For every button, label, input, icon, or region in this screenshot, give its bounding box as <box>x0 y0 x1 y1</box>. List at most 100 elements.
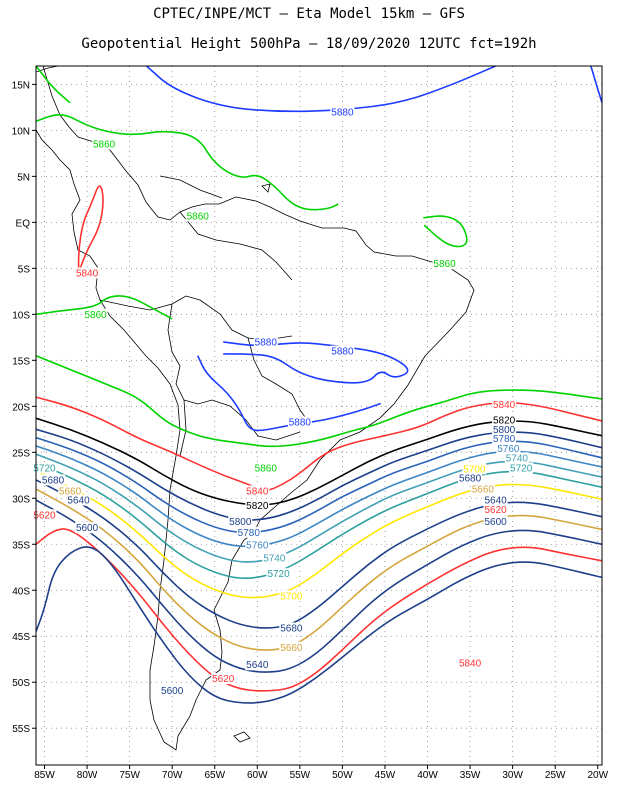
contour-label-5660: 5660 <box>280 643 303 654</box>
lat-tick-label: 45S <box>12 632 30 643</box>
contour-label-bg <box>330 345 355 357</box>
lon-tick-label: 30W <box>502 770 523 781</box>
contour-5800 <box>36 428 602 521</box>
contour-label-bg <box>496 443 521 455</box>
contour-label-5720: 5720 <box>267 569 290 580</box>
contour-label-bg <box>75 522 100 534</box>
contour-label-5860: 5860 <box>84 310 107 321</box>
lon-tick-label: 80W <box>77 770 98 781</box>
contour-label-bg <box>160 685 185 697</box>
contour-5600 <box>36 546 602 704</box>
contour-label-bg <box>83 308 108 320</box>
lat-tick-label: 5S <box>18 264 31 275</box>
contour-label-bg <box>330 106 355 118</box>
contour-label-5860: 5860 <box>433 259 456 270</box>
contour-label-5860: 5860 <box>255 463 278 474</box>
contour-label-5880: 5880 <box>255 337 278 348</box>
lon-tick-label: 50W <box>332 770 353 781</box>
lon-tick-label: 65W <box>204 770 225 781</box>
contour-label-5720: 5720 <box>33 463 56 474</box>
contour-label-bg <box>470 483 495 495</box>
contour-label-bg <box>462 463 487 475</box>
contour-label-5660: 5660 <box>59 486 82 497</box>
contour-label-bg <box>32 462 57 474</box>
contour-5660 <box>36 488 602 651</box>
contour-label-5840: 5840 <box>76 268 99 279</box>
lon-tick-label: 20W <box>587 770 608 781</box>
contour-label-bg <box>245 485 270 497</box>
contour-label-bg <box>492 423 517 435</box>
lat-tick-label: 35S <box>12 540 30 551</box>
contour-label-5820: 5820 <box>493 416 516 427</box>
contour-5840 <box>77 185 104 274</box>
contour-5860 <box>36 66 71 104</box>
contour-label-5840: 5840 <box>493 400 516 411</box>
lat-tick-label: 40S <box>12 586 30 597</box>
lon-tick-label: 45W <box>375 770 396 781</box>
contour-label-5600: 5600 <box>76 523 99 534</box>
contour-label-bg <box>32 509 57 521</box>
lat-tick-label: 15S <box>12 356 30 367</box>
contour-label-bg <box>483 494 508 506</box>
lat-tick-label: 50S <box>12 678 30 689</box>
contour-label-bg <box>279 590 304 602</box>
lat-tick-label: EQ <box>16 218 31 229</box>
title-line-2: Geopotential Height 500hPa – 18/09/2020 … <box>81 36 537 52</box>
contour-label-5760: 5760 <box>497 444 520 455</box>
contour-label-bg <box>236 526 261 538</box>
contour-label-5620: 5620 <box>33 510 56 521</box>
contour-5640 <box>36 499 602 673</box>
contour-5860 <box>423 215 468 248</box>
contour-label-bg <box>483 503 508 515</box>
contour-label-5800: 5800 <box>229 517 252 528</box>
contour-label-bg <box>458 657 483 669</box>
contour-label-bg <box>185 210 210 222</box>
lon-tick-label: 55W <box>290 770 311 781</box>
contour-label-bg <box>287 416 312 428</box>
contour-5820 <box>36 417 602 506</box>
lat-tick-label: 55S <box>12 724 30 735</box>
contour-5780 <box>36 436 602 534</box>
contour-5860 <box>36 354 602 448</box>
contour-label-5820: 5820 <box>246 501 269 512</box>
contour-label-5600: 5600 <box>161 686 184 697</box>
border-lines <box>99 175 311 457</box>
contour-label-5800: 5800 <box>493 425 516 436</box>
contour-label-bg <box>492 432 517 444</box>
contour-label-bg <box>253 462 278 474</box>
contour-label-bg <box>266 568 291 580</box>
contour-labels: 5880 5880 5880 5880 5860 5860 5860 5860 5860 5840… <box>32 106 534 697</box>
map-frame-bg <box>36 66 602 765</box>
contour-label-5880: 5880 <box>289 417 312 428</box>
contour-label-bg <box>262 552 287 564</box>
contour-label-5680: 5680 <box>42 475 65 486</box>
contour-label-5640: 5640 <box>246 660 269 671</box>
contour-5880 <box>223 341 409 384</box>
lon-tick-label: 70W <box>162 770 183 781</box>
contour-label-5880: 5880 <box>331 347 354 358</box>
contour-label-5740: 5740 <box>506 453 529 464</box>
contour-5860 <box>36 113 339 211</box>
lat-tick-label: 30S <box>12 494 30 505</box>
lon-tick-label: 60W <box>247 770 268 781</box>
contour-5680 <box>36 479 602 629</box>
contour-label-5780: 5780 <box>493 434 516 445</box>
lat-tick-label: 20S <box>12 402 30 413</box>
contour-label-bg <box>492 414 517 426</box>
contour-label-bg <box>458 472 483 484</box>
contour-5760 <box>36 445 602 548</box>
lon-tick-label: 25W <box>545 770 566 781</box>
contour-label-bg <box>58 485 83 497</box>
lon-tick-label: 85W <box>34 770 55 781</box>
contour-label-5720: 5720 <box>510 463 533 474</box>
axis-ticks: 85W 80W 75W 70W 65W 60W 55W 50W 45W 40W 35W 30W 25W 2… <box>12 80 609 781</box>
contour-5840 <box>36 396 602 491</box>
lat-tick-label: 10S <box>12 310 30 321</box>
lat-tick-label: 25S <box>12 448 30 459</box>
contour-5880 <box>146 66 496 113</box>
contour-label-5620: 5620 <box>484 505 507 516</box>
contour-label-5700: 5700 <box>463 464 486 475</box>
contour-label-bg <box>432 258 457 270</box>
contour-label-5660: 5660 <box>472 485 495 496</box>
